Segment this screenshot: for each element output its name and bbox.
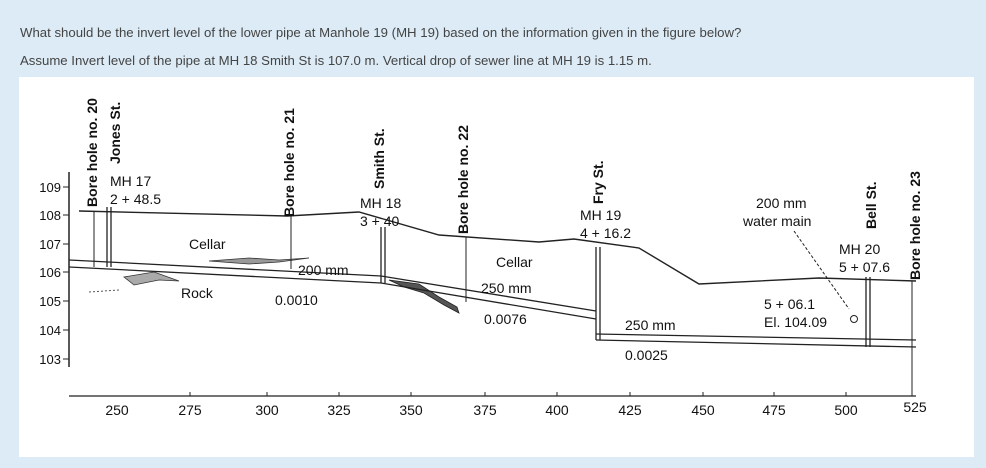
water-main-elevation: El. 104.09 <box>764 314 827 330</box>
rock-label: Rock <box>181 285 214 301</box>
bore-hole-22-label: Bore hole no. 22 <box>455 125 471 234</box>
profile-svg: 109 108 107 106 105 104 103 250 275 300 … <box>39 98 927 418</box>
street-smith-label: Smith St. <box>371 128 387 189</box>
mh18-station: 3 + 40 <box>360 213 400 229</box>
x-tick-label: 325 <box>327 402 351 418</box>
street-fry-label: Fry St. <box>590 160 606 204</box>
water-main-circle <box>850 315 858 323</box>
y-tick-label: 105 <box>39 294 61 309</box>
x-tick-label: 350 <box>399 402 423 418</box>
pipe-3-slope: 0.0025 <box>625 347 668 363</box>
cellar-label-2: Cellar <box>496 254 533 270</box>
x-tick-label: 450 <box>691 402 715 418</box>
water-main-label-2: water main <box>742 213 811 229</box>
pipe-1-size: 200 mm <box>298 262 349 278</box>
y-tick-label: 104 <box>39 323 61 338</box>
mh17-station: 2 + 48.5 <box>110 191 161 207</box>
ground-surface-line <box>78 210 917 285</box>
x-tick-label: 275 <box>178 402 202 418</box>
x-tick-label: 300 <box>255 402 279 418</box>
sewer-pipe <box>68 259 917 348</box>
question-line-1: What should be the invert level of the l… <box>20 25 742 40</box>
water-main-pointer <box>793 230 850 310</box>
x-tick-label: 250 <box>105 402 129 418</box>
bore-hole-20-label: Bore hole no. 20 <box>84 98 100 207</box>
question-line-2: Assume Invert level of the pipe at MH 18… <box>20 53 652 68</box>
bore-hole-21-label: Bore hole no. 21 <box>281 108 297 217</box>
y-tick-label: 109 <box>39 180 61 195</box>
street-jones-label: Jones St. <box>107 102 123 164</box>
rock-hatch <box>123 271 180 286</box>
pipe-2-size: 250 mm <box>481 280 532 296</box>
mh20-name: MH 20 <box>839 241 880 257</box>
cellar-label-1: Cellar <box>189 236 226 252</box>
x-tick-label: 375 <box>473 402 497 418</box>
x-tick-label: 500 <box>834 402 858 418</box>
mh17-name: MH 17 <box>110 173 151 189</box>
mh20-station: 5 + 07.6 <box>839 259 890 275</box>
rock-dashed <box>88 289 120 293</box>
pipe-2-slope: 0.0076 <box>484 311 527 327</box>
cellar-hatch <box>208 257 310 265</box>
x-tick-label: 425 <box>618 402 642 418</box>
mh19-name: MH 19 <box>580 207 621 223</box>
pipe-1-slope: 0.0010 <box>275 292 318 308</box>
water-main-station: 5 + 06.1 <box>764 296 815 312</box>
rock-hatch-2 <box>388 279 460 314</box>
mh18-name: MH 18 <box>360 195 401 211</box>
mh19-station: 4 + 16.2 <box>580 225 631 241</box>
y-tick-label: 103 <box>39 352 61 367</box>
sewer-profile-figure: 109 108 107 106 105 104 103 250 275 300 … <box>19 77 974 457</box>
x-tick-label: 400 <box>545 402 569 418</box>
y-tick-label: 107 <box>39 237 61 252</box>
street-bell-label: Bell St. <box>863 182 879 229</box>
x-tick-label: 475 <box>762 402 786 418</box>
y-tick-label: 108 <box>39 208 61 223</box>
pipe-3-size: 250 mm <box>625 317 676 333</box>
bore-hole-23-label: Bore hole no. 23 <box>907 171 923 280</box>
x-tick-label: 525 <box>903 399 927 415</box>
y-tick-label: 106 <box>39 265 61 280</box>
water-main-label-1: 200 mm <box>756 195 807 211</box>
